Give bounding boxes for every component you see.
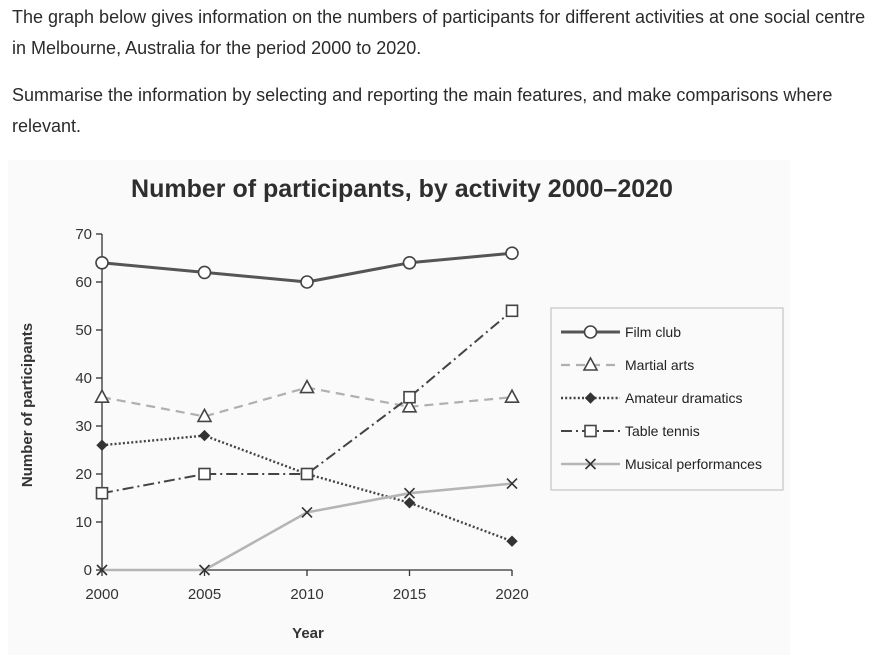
x-tick-label: 2005: [188, 586, 221, 603]
data-point-film-club: [95, 256, 109, 270]
y-tick-label: 40: [75, 370, 92, 387]
data-point-amateur-dramatics: [96, 439, 108, 451]
legend-marker-table-tennis: [584, 424, 597, 438]
series-film-club: [95, 246, 519, 289]
task-instruction: Summarise the information by selecting a…: [12, 85, 833, 136]
data-point-film-club: [505, 246, 519, 260]
data-point-table-tennis: [95, 486, 109, 500]
legend: Film club Martial arts Amateur dramatics Ta…: [550, 307, 784, 491]
chart-title: Number of participants, by activity 2000…: [131, 175, 673, 203]
series-musical-performances: [96, 478, 518, 576]
y-tick-label: 50: [75, 322, 92, 339]
y-tick-label: 0: [84, 562, 92, 579]
y-axis-label: Number of participants: [19, 323, 36, 487]
data-point-film-club: [402, 256, 417, 270]
legend-label-martial-arts: Martial arts: [625, 357, 694, 373]
y-tick-label: 60: [75, 274, 92, 291]
data-point-amateur-dramatics: [198, 429, 211, 442]
data-point-table-tennis: [403, 390, 416, 404]
data-point-musical-performances: [403, 487, 416, 499]
legend-marker-martial-arts: [582, 356, 599, 371]
series-table-tennis: [95, 304, 519, 500]
y-tick-label: 30: [75, 418, 92, 435]
axes: 0 10 20 30 40 50 60 70 2000 2005 2010 2015 2020: [75, 226, 528, 603]
x-axis-label: Year: [292, 625, 324, 642]
legend-marker-musical-performances: [584, 458, 597, 470]
data-point-musical-performances: [301, 506, 313, 518]
y-tick-label: 10: [75, 514, 92, 531]
legend-label-table-tennis: Table tennis: [625, 423, 700, 439]
series-layer: [94, 246, 520, 576]
legend-frame: [550, 307, 784, 491]
data-point-table-tennis: [300, 467, 314, 481]
series-martial-arts: [94, 378, 520, 423]
data-point-film-club: [300, 275, 314, 289]
data-point-martial-arts: [94, 388, 110, 403]
series-line-table-tennis: [101, 310, 513, 495]
y-tick-label: 70: [75, 226, 92, 243]
legend-label-musical-performances: Musical performances: [625, 456, 762, 472]
data-point-table-tennis: [198, 467, 211, 481]
data-point-martial-arts: [299, 378, 315, 394]
legend-marker-amateur-dramatics: [584, 392, 597, 404]
y-tick-label: 20: [75, 466, 92, 483]
series-line-amateur-dramatics: [101, 434, 513, 543]
x-tick-label: 2010: [290, 586, 323, 603]
legend-marker-film-club: [583, 325, 598, 339]
task-description: The graph below gives information on the…: [12, 7, 866, 58]
chart-panel: Number of participants, by activity 2000…: [8, 160, 790, 655]
data-point-amateur-dramatics: [506, 535, 518, 547]
line-chart: Number of participants, by activity 2000…: [19, 175, 784, 642]
data-point-martial-arts: [196, 407, 213, 423]
data-point-table-tennis: [505, 304, 519, 318]
data-point-musical-performances: [198, 564, 211, 576]
data-point-amateur-dramatics: [403, 497, 416, 509]
data-point-martial-arts: [504, 388, 520, 403]
data-point-film-club: [197, 265, 212, 280]
data-point-martial-arts: [401, 398, 418, 413]
legend-label-film-club: Film club: [625, 324, 681, 340]
data-point-musical-performances: [506, 478, 518, 490]
x-tick-label: 2020: [495, 586, 528, 603]
x-tick-label: 2015: [393, 586, 426, 603]
series-line-musical-performances: [102, 482, 513, 572]
data-point-musical-performances: [96, 564, 108, 576]
x-tick-label: 2000: [85, 586, 118, 603]
legend-label-amateur-dramatics: Amateur dramatics: [625, 390, 742, 406]
